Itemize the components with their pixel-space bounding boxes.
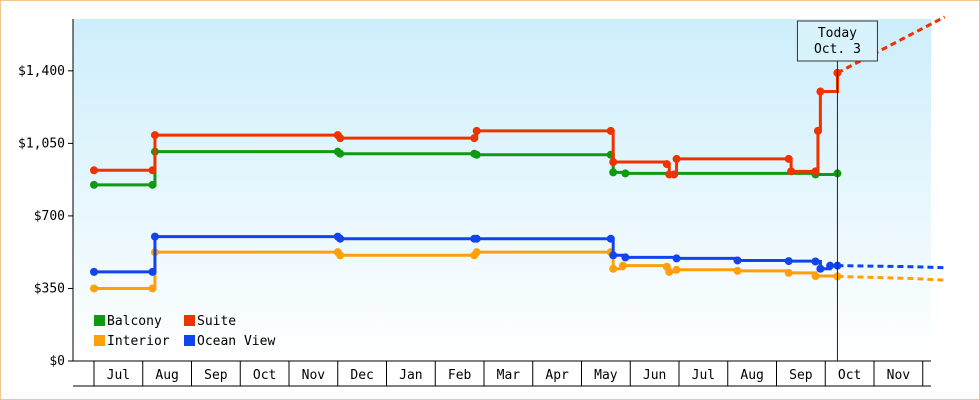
x-tick-label: Jul <box>107 368 130 383</box>
legend: Balcony Suite Interior Ocean View <box>94 314 275 349</box>
legend-swatch <box>94 315 105 326</box>
data-point <box>148 166 157 175</box>
data-point <box>148 284 157 293</box>
data-point <box>672 254 681 263</box>
data-point <box>813 126 822 135</box>
data-point <box>784 268 793 277</box>
data-point <box>672 265 681 274</box>
y-tick-label: $1,400 <box>18 64 65 79</box>
legend-label: Suite <box>197 314 236 329</box>
x-tick-label: Feb <box>448 368 472 383</box>
legend-label: Balcony <box>107 314 162 329</box>
y-axis: $0 $350 $700 $1,050 $1,400 <box>18 19 74 369</box>
x-tick-label: Aug <box>740 368 763 383</box>
data-point <box>472 234 481 243</box>
x-tick-label: May <box>594 368 618 383</box>
data-point <box>826 261 835 270</box>
x-tick-label: Apr <box>545 368 569 383</box>
data-point <box>336 251 345 260</box>
legend-swatch <box>184 335 195 346</box>
data-point <box>609 168 618 177</box>
data-point <box>784 154 793 163</box>
data-point <box>470 134 479 143</box>
data-point <box>90 180 98 189</box>
data-point <box>662 160 671 169</box>
x-tick-label: Jun <box>643 368 666 383</box>
data-point <box>148 180 157 189</box>
data-point <box>672 154 681 163</box>
data-point <box>816 87 825 96</box>
data-point <box>621 253 630 262</box>
data-point <box>90 267 98 276</box>
data-point <box>148 267 157 276</box>
data-point <box>733 256 742 265</box>
x-tick-label: Oct <box>838 368 861 383</box>
data-point <box>150 232 159 241</box>
plot-area <box>73 19 931 361</box>
data-point <box>609 251 618 260</box>
x-tick-label: Aug <box>155 368 178 383</box>
legend-item: Interior <box>94 334 170 349</box>
y-tick-label: $350 <box>34 281 65 296</box>
legend-swatch <box>184 315 195 326</box>
data-point <box>670 170 679 179</box>
data-point <box>472 126 481 135</box>
data-point <box>472 150 481 159</box>
data-point <box>336 149 345 158</box>
y-tick-label: $700 <box>34 209 65 224</box>
x-tick-label: Dec <box>350 368 373 383</box>
legend-label: Interior <box>107 334 170 349</box>
x-tick-label: Sep <box>789 368 813 383</box>
projection-line <box>837 264 945 270</box>
data-point <box>787 167 796 176</box>
data-point <box>90 284 98 293</box>
data-point <box>609 158 618 167</box>
x-tick-label: Sep <box>204 368 228 383</box>
data-point <box>665 267 674 276</box>
data-point <box>811 257 820 266</box>
data-point <box>811 167 820 176</box>
x-tick-label: Oct <box>253 368 276 383</box>
data-point <box>472 248 481 257</box>
x-tick-label: Jan <box>399 368 422 383</box>
data-point <box>733 266 742 275</box>
data-point <box>606 126 615 135</box>
data-point <box>606 234 615 243</box>
series-layer <box>90 15 946 293</box>
data-point <box>336 234 345 243</box>
x-axis: Jul Aug Sep Oct Nov Dec Jan Feb Mar Apr May Jun Jul A… <box>73 360 931 387</box>
data-point <box>150 131 159 140</box>
legend-label: Ocean View <box>197 334 275 349</box>
data-point <box>621 169 630 178</box>
legend-item: Balcony <box>94 314 162 329</box>
today-label: Oct. 3 <box>814 42 861 57</box>
data-point <box>618 261 627 270</box>
data-point <box>784 257 793 266</box>
series-suite <box>90 15 946 179</box>
legend-swatch <box>94 335 105 346</box>
legend-item: Suite <box>184 314 236 329</box>
projection-line <box>836 15 946 75</box>
today-box <box>796 20 878 62</box>
x-tick-label: Mar <box>497 368 521 383</box>
y-tick-label: $1,050 <box>18 136 65 151</box>
projection-line <box>837 274 945 282</box>
y-tick-label: $0 <box>49 354 65 369</box>
data-point <box>811 272 820 281</box>
data-point <box>816 264 825 273</box>
data-point <box>336 134 345 143</box>
x-tick-label: Nov <box>302 368 326 383</box>
x-tick-label: Jul <box>692 368 715 383</box>
legend-item: Ocean View <box>184 334 275 349</box>
data-point <box>609 264 618 273</box>
x-tick-label: Nov <box>887 368 911 383</box>
data-point <box>90 166 98 175</box>
today-label: Today <box>818 26 857 41</box>
